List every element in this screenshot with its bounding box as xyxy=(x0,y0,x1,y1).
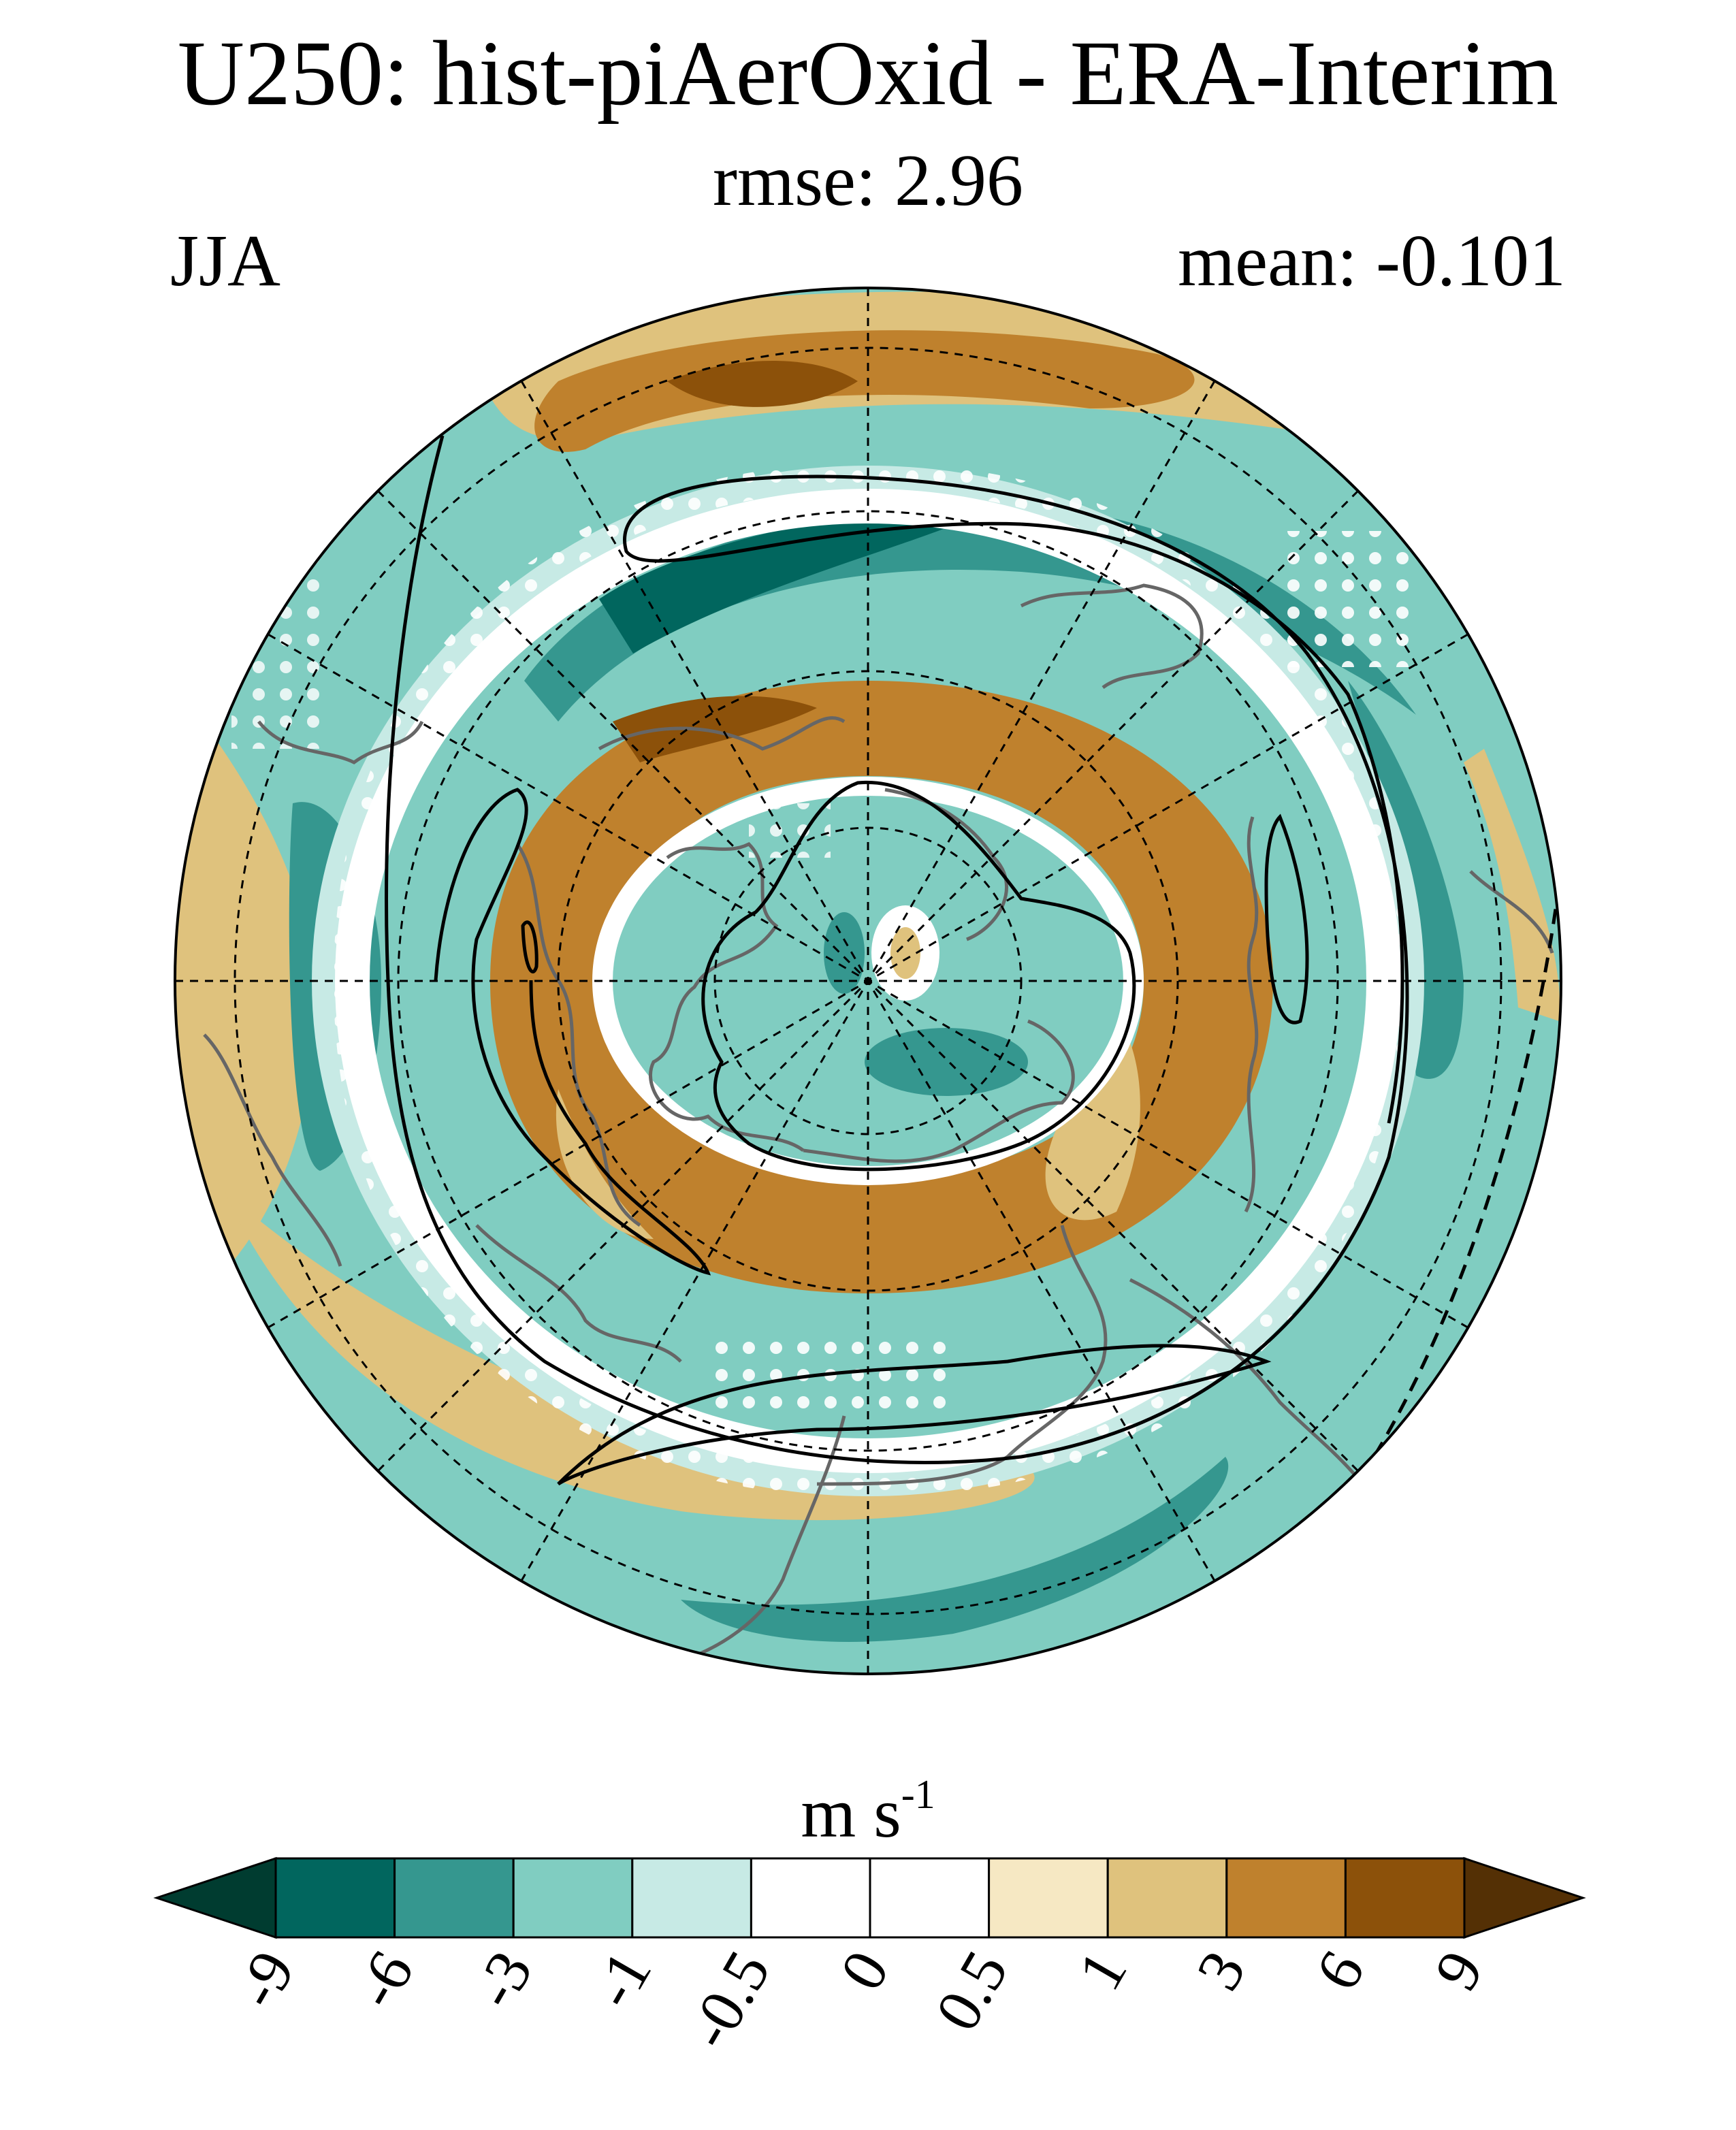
colorbar: -9 -6 -3 -1 -0.5 0 0.5 1 3 6 9 xyxy=(153,1856,1586,2060)
colorbar-box xyxy=(1225,1857,1347,1939)
colorbar-tick-label: -6 xyxy=(340,1939,427,2019)
colorbar-tick-label: -3 xyxy=(460,1939,546,2019)
mean-label: mean: -0.101 xyxy=(1178,221,1566,302)
season-label: JJA xyxy=(170,221,281,302)
climatology-contours xyxy=(385,435,1409,1486)
anomaly-central-teal-dark-left xyxy=(824,912,865,994)
units-main: m s xyxy=(801,1774,901,1852)
units-exponent: -1 xyxy=(901,1772,935,1817)
colorbar-tick-label: 9 xyxy=(1421,1939,1496,2001)
colorbar-box xyxy=(631,1857,752,1939)
significance-stipple-west xyxy=(231,545,327,749)
rmse-label: rmse: 2.96 xyxy=(713,140,1023,221)
colorbar-extend-high xyxy=(1463,1856,1586,1939)
anomaly-outer-brown-left xyxy=(175,681,320,1293)
colorbar-extend-low xyxy=(153,1856,277,1939)
colorbar-tick-label: 0.5 xyxy=(922,1939,1021,2042)
anomaly-pole-brown xyxy=(890,927,920,979)
colorbar-tick-label: 0 xyxy=(826,1939,902,2001)
colorbar-box xyxy=(512,1857,634,1939)
anomaly-outer-brown-top-core xyxy=(534,330,1195,452)
colorbar-tick-label: 3 xyxy=(1183,1939,1259,2001)
colorbar-box xyxy=(750,1857,871,1939)
colorbar-tick-label: 6 xyxy=(1302,1939,1377,2001)
colorbar-box xyxy=(1106,1857,1228,1939)
colorbar-box xyxy=(988,1857,1109,1939)
colorbar-box xyxy=(274,1857,396,1939)
plot-title: U250: hist-piAerOxid - ERA-Interim xyxy=(177,22,1559,125)
colorbar-box xyxy=(393,1857,515,1939)
anomaly-central-teal-dark-bottom xyxy=(865,1028,1028,1096)
anomaly-green-band-bottom xyxy=(681,1457,1229,1642)
graticule xyxy=(175,288,1561,1674)
anomaly-green-band-upper-core xyxy=(599,509,987,653)
colorbar-tick-label: -9 xyxy=(222,1939,308,2019)
colorbar-box xyxy=(869,1857,991,1939)
anomaly-inner-brown-dark xyxy=(613,696,817,762)
colorbar-tick-label: -1 xyxy=(578,1939,664,2019)
colorbar-units: m s-1 xyxy=(0,1774,1736,1849)
colorbar-box xyxy=(1344,1857,1466,1939)
anomaly-outer-brown-right xyxy=(1464,749,1560,1021)
polar-map xyxy=(174,287,1562,1675)
map-border xyxy=(174,287,1562,1675)
colorbar-tick-label: 1 xyxy=(1064,1939,1140,2001)
colorbar-tick-label: -0.5 xyxy=(674,1939,784,2060)
anomaly-outer-brown-top-dark xyxy=(667,361,858,407)
